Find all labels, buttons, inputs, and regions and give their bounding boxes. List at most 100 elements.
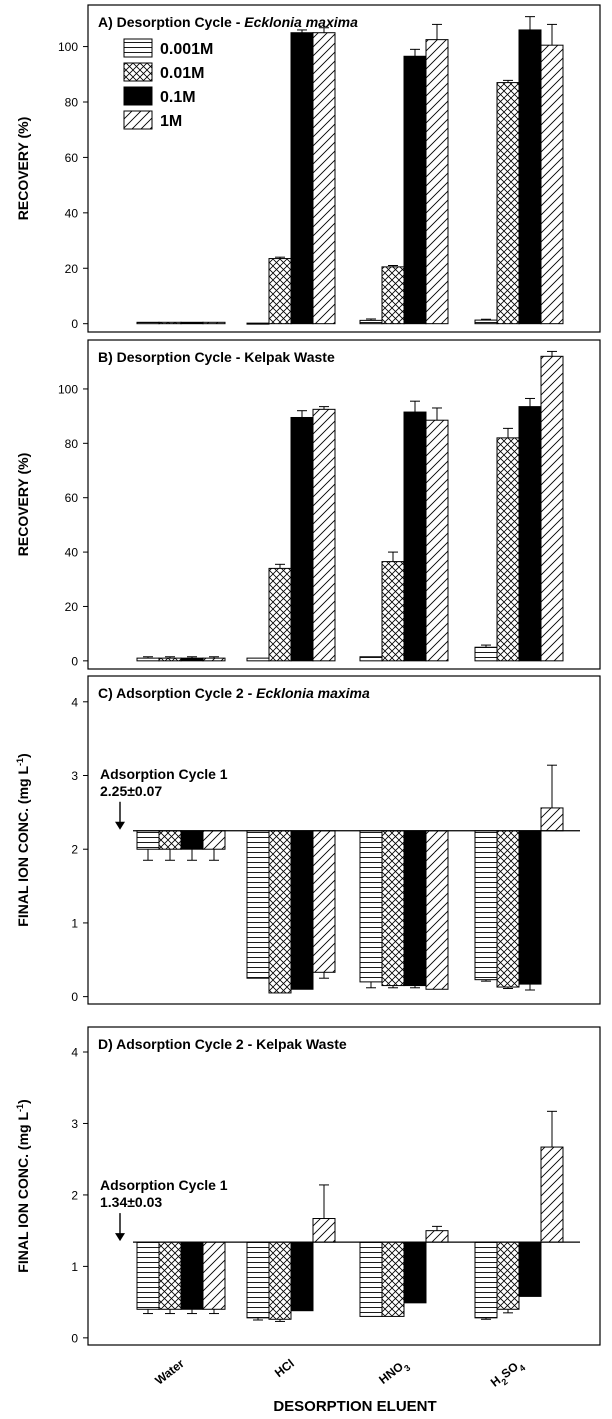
bar	[381, 830, 405, 987]
y-axis-label: RECOVERY (%)	[15, 117, 31, 220]
chart-title: A) Desorption Cycle - Ecklonia maxima	[98, 14, 358, 30]
bar	[136, 321, 160, 325]
y-tick-label: 3	[71, 769, 78, 783]
bar	[136, 657, 160, 662]
y-axis-label: FINAL ION CONC. (mg L-1)	[15, 753, 31, 926]
y-tick-label: 80	[65, 95, 79, 109]
annotation-label: Adsorption Cycle 1	[100, 766, 228, 782]
bar	[202, 657, 226, 662]
bar	[158, 657, 182, 662]
bar	[474, 319, 498, 325]
arrow-down-icon	[115, 1233, 125, 1242]
y-tick-label: 80	[65, 437, 79, 451]
bar	[474, 1241, 498, 1319]
y-tick-label: 60	[65, 491, 79, 505]
bar	[425, 39, 449, 325]
plot-frame	[87, 4, 601, 333]
y-tick-label: 1	[71, 916, 78, 930]
y-tick-label: 0	[71, 654, 78, 668]
bar	[359, 830, 383, 983]
y-tick-label: 40	[65, 546, 79, 560]
annotation-value: 2.25±0.07	[100, 783, 162, 799]
chart-panel-a: A) Desorption Cycle - Ecklonia maxima 0 20…	[15, 4, 601, 333]
annotation-value: 1.34±0.03	[100, 1194, 162, 1210]
bar	[268, 830, 292, 994]
plot-frame	[87, 339, 601, 670]
bar	[290, 32, 314, 325]
bar	[268, 258, 292, 325]
bar	[246, 657, 270, 662]
bar	[403, 411, 427, 662]
bar	[312, 32, 336, 325]
y-tick-label: 0	[71, 990, 78, 1004]
x-tick-label: HCl	[272, 1356, 297, 1380]
y-axis-label: RECOVERY (%)	[15, 453, 31, 556]
x-axis-label: DESORPTION ELUENT	[273, 1398, 436, 1415]
bar	[158, 830, 182, 850]
bar	[540, 44, 564, 325]
bar	[312, 830, 336, 973]
y-tick-label: 3	[71, 1117, 78, 1131]
annotation-label: Adsorption Cycle 1	[100, 1177, 228, 1193]
bar	[381, 1241, 405, 1317]
y-tick-label: 2	[71, 843, 78, 857]
bar	[425, 419, 449, 662]
bar	[359, 1241, 383, 1317]
chart-panel-c: C) Adsorption Cycle 2 - Ecklonia maxima 0…	[15, 675, 601, 1005]
bar	[425, 1230, 449, 1243]
bar	[246, 830, 270, 979]
bar	[158, 1241, 182, 1310]
bar	[496, 437, 520, 662]
y-tick-label: 100	[58, 382, 78, 396]
chart-title: B) Desorption Cycle - Kelpak Waste	[98, 349, 335, 365]
chart-title: C) Adsorption Cycle 2 - Ecklonia maxima	[98, 685, 370, 701]
bar	[246, 1241, 270, 1319]
bar	[403, 55, 427, 325]
bar	[202, 1241, 226, 1310]
y-tick-label: 40	[65, 206, 79, 220]
bar	[268, 567, 292, 662]
bar	[158, 321, 182, 325]
y-axis-label: FINAL ION CONC. (mg L-1)	[15, 1099, 31, 1272]
x-tick-label: H2SO4	[488, 1356, 527, 1392]
legend-swatch	[123, 38, 153, 58]
bar	[359, 319, 383, 325]
bar	[403, 1241, 427, 1304]
bar	[202, 321, 226, 325]
bar	[518, 830, 542, 985]
bar	[518, 29, 542, 325]
chart-panel-b: B) Desorption Cycle - Kelpak Waste 0 20 40 6…	[15, 339, 601, 670]
bar	[381, 561, 405, 662]
chart-panel-d: D) Adsorption Cycle 2 - Kelpak Waste 0 1 2 3…	[15, 1026, 601, 1346]
bar	[540, 1146, 564, 1243]
arrow-down-icon	[115, 821, 125, 830]
legend-label: 0.001M	[160, 41, 213, 58]
y-tick-label: 0	[71, 1331, 78, 1345]
bar	[474, 830, 498, 981]
y-tick-label: 60	[65, 151, 79, 165]
x-tick-label: HNO3	[376, 1356, 412, 1390]
y-tick-label: 20	[65, 600, 79, 614]
y-tick-label: 4	[71, 1046, 78, 1060]
bar	[496, 1241, 520, 1310]
bar	[180, 1241, 204, 1310]
bar	[359, 656, 383, 662]
y-tick-label: 100	[58, 40, 78, 54]
legend-swatch	[123, 110, 153, 130]
bar	[136, 830, 160, 850]
bar	[136, 1241, 160, 1310]
bar	[180, 321, 204, 325]
bar	[425, 830, 449, 990]
bar	[290, 1241, 314, 1312]
bar	[290, 830, 314, 990]
bar	[180, 657, 204, 662]
bar	[518, 1241, 542, 1297]
chart-title: D) Adsorption Cycle 2 - Kelpak Waste	[98, 1036, 347, 1052]
y-tick-label: 0	[71, 317, 78, 331]
bar	[312, 408, 336, 662]
bar	[518, 406, 542, 662]
legend-label: 0.1M	[160, 89, 196, 106]
bar	[268, 1241, 292, 1320]
y-tick-label: 20	[65, 262, 79, 276]
